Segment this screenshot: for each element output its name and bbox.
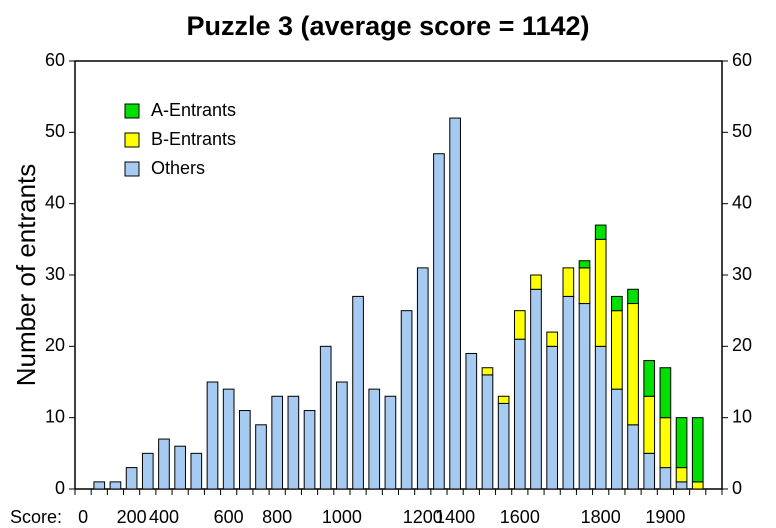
x-tick-label: 200 <box>117 507 147 527</box>
bar <box>206 381 219 490</box>
bar <box>238 410 251 490</box>
bar <box>675 417 688 469</box>
bar <box>546 331 559 347</box>
bar <box>93 481 106 490</box>
bar <box>594 238 607 347</box>
bar <box>659 367 672 419</box>
legend-swatch <box>124 132 140 148</box>
y-tick-label: 0 <box>55 478 65 498</box>
bar <box>174 445 186 490</box>
x-tick-label: 0 <box>78 507 88 527</box>
bar <box>271 395 284 490</box>
x-tick-label: 1200 <box>403 507 443 527</box>
bar <box>125 467 138 490</box>
bar <box>368 388 381 490</box>
y-tick-label: 30 <box>45 264 65 284</box>
bar <box>352 295 364 490</box>
y-tick-label: 10 <box>45 406 65 426</box>
y2-tick-label: 40 <box>732 192 752 212</box>
bar <box>643 452 656 490</box>
x-tick-label: 1400 <box>435 507 475 527</box>
bar <box>287 395 300 490</box>
bar <box>594 345 607 490</box>
bar <box>578 260 591 269</box>
bar <box>449 117 461 490</box>
bar <box>578 267 591 305</box>
y-tick-label: 60 <box>45 50 65 70</box>
bar <box>691 417 704 483</box>
y2-tick-label: 10 <box>732 406 752 426</box>
legend-label: B-Entrants <box>151 129 236 149</box>
bar <box>255 424 267 490</box>
x-tick-label: 1600 <box>500 507 540 527</box>
bar <box>691 481 704 490</box>
legend-swatch <box>124 103 140 119</box>
bar <box>513 310 526 340</box>
bar <box>578 303 591 490</box>
bar <box>190 452 203 490</box>
legend-swatch <box>124 161 140 177</box>
x-tick-label: 600 <box>214 507 244 527</box>
bar <box>643 360 656 397</box>
bar <box>659 417 672 469</box>
plot-frame <box>74 60 723 490</box>
bar <box>675 467 688 483</box>
bar <box>416 267 429 490</box>
bar <box>319 345 332 490</box>
bar <box>400 310 413 490</box>
bar <box>562 295 575 490</box>
bar <box>643 395 656 454</box>
bar <box>546 345 559 490</box>
bar <box>336 381 348 490</box>
y-tick-label: 50 <box>45 121 65 141</box>
bar <box>497 402 510 490</box>
bar <box>222 388 235 490</box>
bar <box>675 481 688 490</box>
bar <box>497 395 510 404</box>
bar <box>627 303 639 426</box>
bar <box>481 374 494 490</box>
legend-label: A-Entrants <box>151 100 236 120</box>
bar <box>141 452 154 490</box>
bar <box>530 288 542 490</box>
x-tick-label: 400 <box>149 507 179 527</box>
x-tick-label: 1900 <box>645 507 685 527</box>
y2-tick-label: 30 <box>732 264 752 284</box>
x-tick-label: 800 <box>262 507 292 527</box>
legend-label: Others <box>151 158 205 178</box>
bar <box>433 153 445 490</box>
y-tick-label: 20 <box>45 335 65 355</box>
bar <box>481 367 494 376</box>
bar <box>611 388 623 490</box>
bar <box>611 295 623 312</box>
bar <box>109 481 122 490</box>
bar <box>530 274 542 290</box>
y2-tick-label: 0 <box>732 478 742 498</box>
bar <box>594 224 607 240</box>
bar <box>384 395 397 490</box>
x-tick-label: 1800 <box>581 507 621 527</box>
x-axis-label: Score: <box>10 507 62 527</box>
bar <box>158 438 170 490</box>
bar <box>611 310 623 390</box>
y-tick-label: 40 <box>45 192 65 212</box>
bar <box>303 410 316 490</box>
bar <box>659 467 672 490</box>
y2-tick-label: 60 <box>732 50 752 70</box>
bar <box>627 288 639 305</box>
bar <box>627 424 639 490</box>
bar <box>562 267 575 297</box>
chart-title: Puzzle 3 (average score = 1142) <box>187 11 590 41</box>
y-axis-label: Number of entrants <box>11 164 41 387</box>
y2-tick-label: 20 <box>732 335 752 355</box>
y2-tick-label: 50 <box>732 121 752 141</box>
bar <box>513 338 526 490</box>
bar <box>465 352 478 490</box>
x-tick-label: 1000 <box>322 507 362 527</box>
